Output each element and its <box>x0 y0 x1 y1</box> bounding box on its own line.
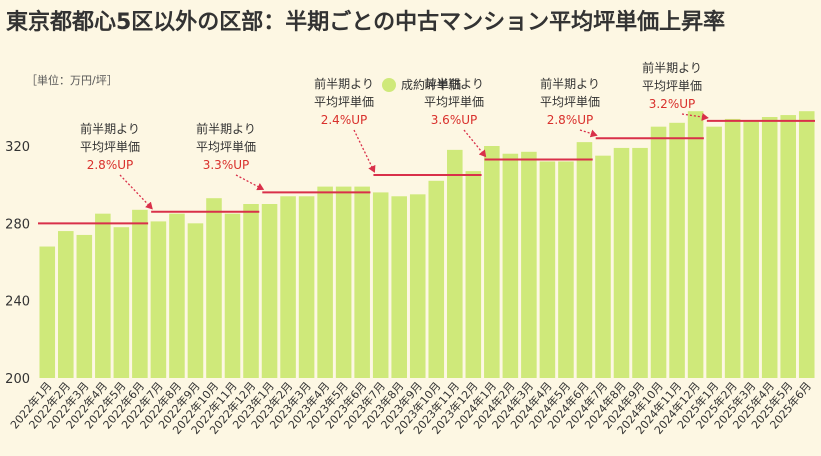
annotation-line1: 前半期より <box>80 121 140 136</box>
bar <box>76 234 93 378</box>
annotation-line2: 平均坪単価 <box>80 140 140 154</box>
bar <box>298 196 315 378</box>
bar <box>761 117 778 378</box>
annotation-line1: 前半期より <box>424 76 484 91</box>
bar <box>465 171 482 378</box>
bar <box>484 146 500 378</box>
bar <box>372 192 389 378</box>
annotation-line2: 平均坪単価 <box>424 95 484 109</box>
y-tick-label: 240 <box>5 295 30 310</box>
legend-label: 成約坪単価 <box>401 77 461 92</box>
y-tick-label: 280 <box>5 217 30 232</box>
bar <box>687 111 704 378</box>
y-tick-label: 320 <box>5 140 30 155</box>
annotation-percent: 2.8%UP <box>547 113 594 127</box>
bar <box>780 115 796 378</box>
chart-title: 東京都都心5区以外の区部：半期ごとの中古マンション平均坪単価上昇率 <box>6 10 726 35</box>
bar <box>243 204 259 378</box>
bar <box>539 161 556 378</box>
bar <box>224 213 241 378</box>
bar <box>558 161 574 378</box>
bar <box>280 196 296 378</box>
bar <box>447 149 463 378</box>
bar <box>187 223 204 378</box>
annotation-line1: 前半期より <box>196 121 256 136</box>
annotation-line2: 平均坪単価 <box>642 79 702 93</box>
annotation-line2: 平均坪単価 <box>196 140 256 154</box>
bar <box>706 126 722 378</box>
annotation-arrow <box>119 174 153 210</box>
bar <box>576 142 593 378</box>
annotation-percent: 3.2%UP <box>649 97 696 111</box>
annotation-arrow <box>353 129 376 173</box>
bar <box>113 227 130 378</box>
bar <box>39 246 56 378</box>
unit-label: ［単位：万円/坪］ <box>26 73 118 87</box>
bar <box>317 186 333 378</box>
bar <box>335 186 352 378</box>
annotation-line2: 平均坪単価 <box>540 95 600 109</box>
annotation-percent: 3.3%UP <box>203 158 250 172</box>
annotation-line2: 平均坪単価 <box>314 95 374 109</box>
bar <box>391 196 407 378</box>
bar <box>521 151 537 378</box>
annotation-arrow <box>235 174 265 191</box>
annotation-line1: 前半期より <box>314 76 374 91</box>
bar <box>428 180 445 378</box>
bar <box>632 147 648 378</box>
annotation-arrow <box>463 129 487 158</box>
bar <box>132 209 148 378</box>
bar <box>650 126 667 378</box>
bar <box>613 147 630 378</box>
bar <box>595 155 611 378</box>
annotation-percent: 2.8%UP <box>87 158 134 172</box>
annotation-arrow <box>681 113 709 121</box>
annotation-percent: 2.4%UP <box>321 113 368 127</box>
bar <box>95 213 111 378</box>
bar <box>798 111 815 378</box>
bar <box>58 231 74 378</box>
bar <box>150 221 167 378</box>
bar <box>743 120 759 379</box>
bar <box>669 122 685 378</box>
bar <box>409 194 426 378</box>
bar <box>169 213 185 378</box>
bar <box>261 204 278 378</box>
annotation-arrow <box>579 129 598 138</box>
annotation-line1: 前半期より <box>642 60 702 75</box>
annotation-line1: 前半期より <box>540 76 600 91</box>
bar <box>724 118 741 379</box>
bar <box>206 198 222 378</box>
annotation-percent: 3.6%UP <box>431 113 478 127</box>
y-tick-label: 200 <box>5 372 30 387</box>
legend-swatch <box>382 78 396 92</box>
bar <box>502 153 519 378</box>
bar <box>354 186 370 378</box>
